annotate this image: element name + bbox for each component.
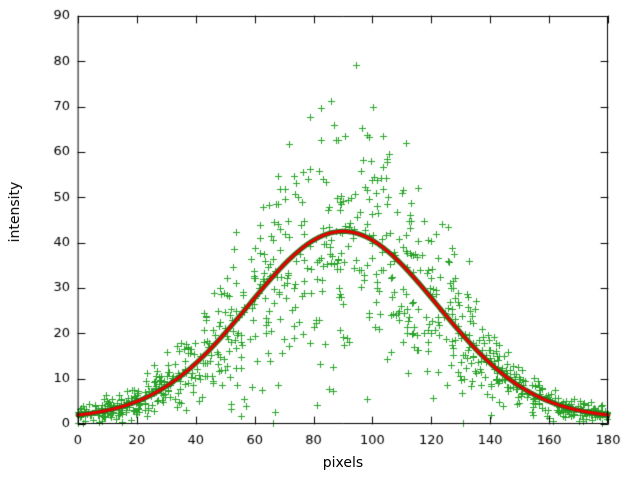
x-axis-title: pixels bbox=[322, 455, 364, 471]
y-axis-title: intensity bbox=[7, 181, 23, 243]
